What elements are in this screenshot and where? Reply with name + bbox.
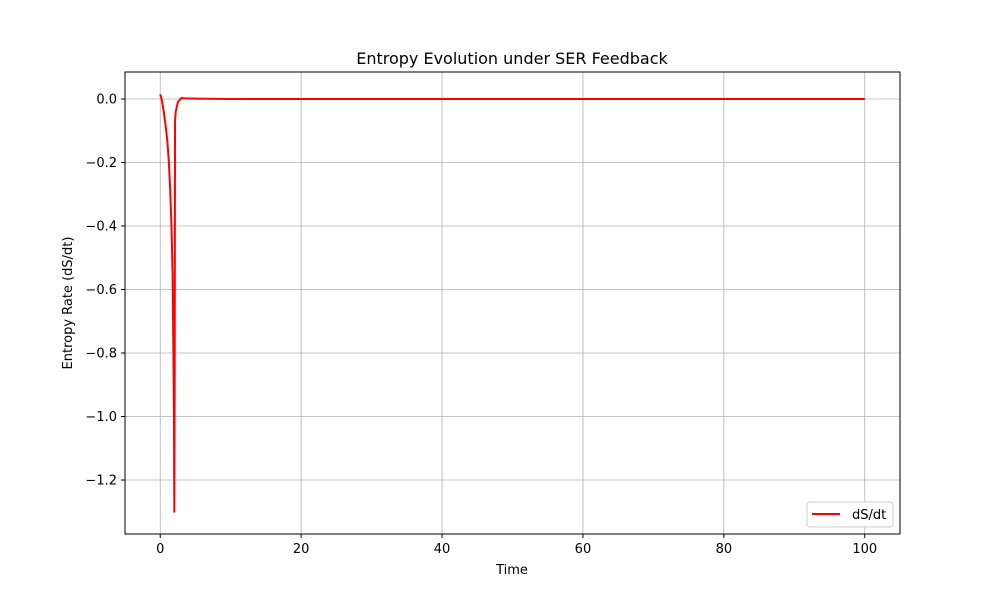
series-layer bbox=[159, 93, 865, 513]
x-tick-label: 40 bbox=[434, 542, 451, 557]
y-axis: 0.0 −0.2 −0.4 −0.6 −0.8 −1.0 −1.2 bbox=[85, 92, 125, 489]
x-axis-label: Time bbox=[495, 563, 528, 578]
y-tick-label: −1.0 bbox=[85, 410, 117, 425]
x-tick-label: 20 bbox=[293, 542, 310, 557]
y-tick-label: −0.4 bbox=[85, 220, 117, 235]
y-tick-label: −0.8 bbox=[85, 347, 117, 362]
x-tick-label: 80 bbox=[716, 542, 733, 557]
y-axis-label: Entropy Rate (dS/dt) bbox=[61, 237, 76, 370]
series-line-dS-dt bbox=[159, 93, 865, 513]
y-tick-label: −1.2 bbox=[85, 474, 117, 489]
legend: dS/dt bbox=[806, 501, 894, 528]
x-tick-label: 100 bbox=[852, 542, 877, 557]
y-tick-label: −0.2 bbox=[85, 156, 117, 171]
y-tick-label: −0.6 bbox=[85, 283, 117, 298]
x-tick-label: 60 bbox=[575, 542, 592, 557]
legend-box bbox=[806, 501, 894, 528]
x-axis: 0 20 40 60 80 100 bbox=[156, 534, 877, 557]
y-tick-label: 0.0 bbox=[96, 92, 117, 107]
plot-area-frame bbox=[124, 71, 901, 535]
chart-title: Entropy Evolution under SER Feedback bbox=[356, 49, 668, 68]
x-tick-label: 0 bbox=[156, 542, 164, 557]
legend-label-dS-dt: dS/dt bbox=[852, 508, 886, 523]
